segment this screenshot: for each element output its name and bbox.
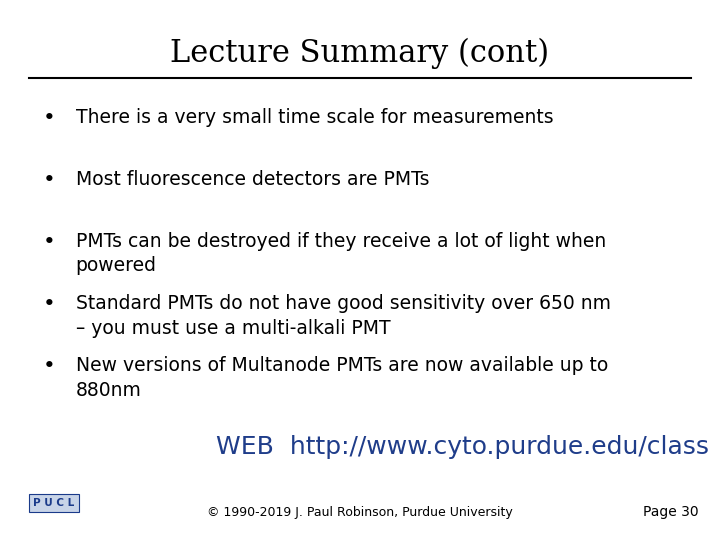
Text: •: • <box>43 356 56 376</box>
Text: •: • <box>43 170 56 190</box>
Text: Standard PMTs do not have good sensitivity over 650 nm
– you must use a multi-al: Standard PMTs do not have good sensitivi… <box>76 294 611 338</box>
Text: PMTs can be destroyed if they receive a lot of light when
powered: PMTs can be destroyed if they receive a … <box>76 232 606 275</box>
Text: •: • <box>43 108 56 128</box>
Text: WEB  http://www.cyto.purdue.edu/class: WEB http://www.cyto.purdue.edu/class <box>216 435 709 458</box>
Text: Most fluorescence detectors are PMTs: Most fluorescence detectors are PMTs <box>76 170 429 189</box>
Text: © 1990-2019 J. Paul Robinson, Purdue University: © 1990-2019 J. Paul Robinson, Purdue Uni… <box>207 507 513 519</box>
Text: P U C L: P U C L <box>33 498 75 508</box>
Text: •: • <box>43 294 56 314</box>
Text: New versions of Multanode PMTs are now available up to
880nm: New versions of Multanode PMTs are now a… <box>76 356 608 400</box>
Text: Page 30: Page 30 <box>643 505 698 519</box>
Text: There is a very small time scale for measurements: There is a very small time scale for mea… <box>76 108 553 127</box>
Text: •: • <box>43 232 56 252</box>
Text: Lecture Summary (cont): Lecture Summary (cont) <box>171 38 549 69</box>
